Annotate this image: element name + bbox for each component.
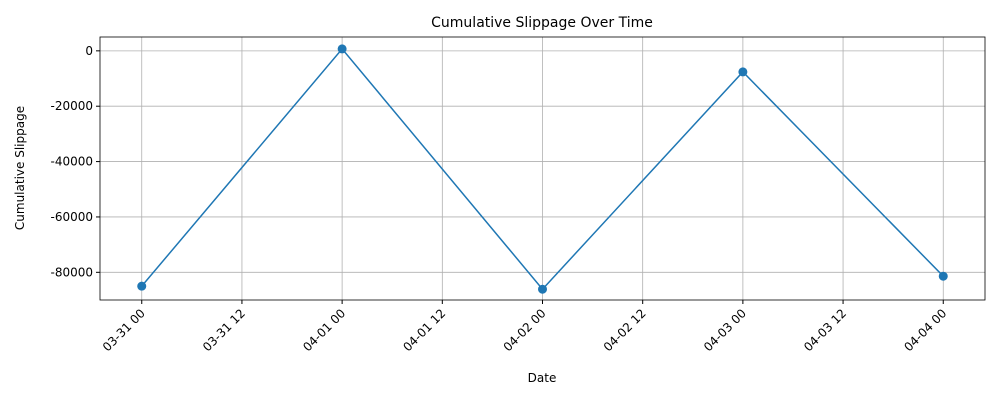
chart-title: Cumulative Slippage Over Time <box>431 15 653 31</box>
y-tick-label: -80000 <box>50 265 93 279</box>
x-tick-label: 04-02 12 <box>601 306 649 354</box>
y-tick-label: -60000 <box>50 210 93 224</box>
point <box>137 281 147 291</box>
x-tick-label: 04-03 00 <box>701 306 749 354</box>
y-tick-label: -20000 <box>50 99 93 113</box>
point <box>538 284 547 294</box>
y-tick-label: 0 <box>85 44 93 58</box>
x-tick-label: 04-01 00 <box>300 306 348 354</box>
x-tick-label: 04-04 00 <box>901 306 949 354</box>
point <box>938 271 948 281</box>
x-tick-label: 04-01 12 <box>400 306 448 354</box>
x-tick-label: 04-02 00 <box>501 306 549 354</box>
x-axis-label: Date <box>528 371 557 385</box>
y-tick-label: -40000 <box>50 155 93 169</box>
y-axis-label: Cumulative Slippage <box>13 106 27 230</box>
x-tick-label: 03-31 00 <box>100 306 148 354</box>
x-tick-label: 03-31 12 <box>200 306 248 354</box>
x-tick-label: 04-03 12 <box>801 306 849 354</box>
point <box>337 44 347 54</box>
plot-frame <box>99 36 986 301</box>
point <box>738 67 748 77</box>
